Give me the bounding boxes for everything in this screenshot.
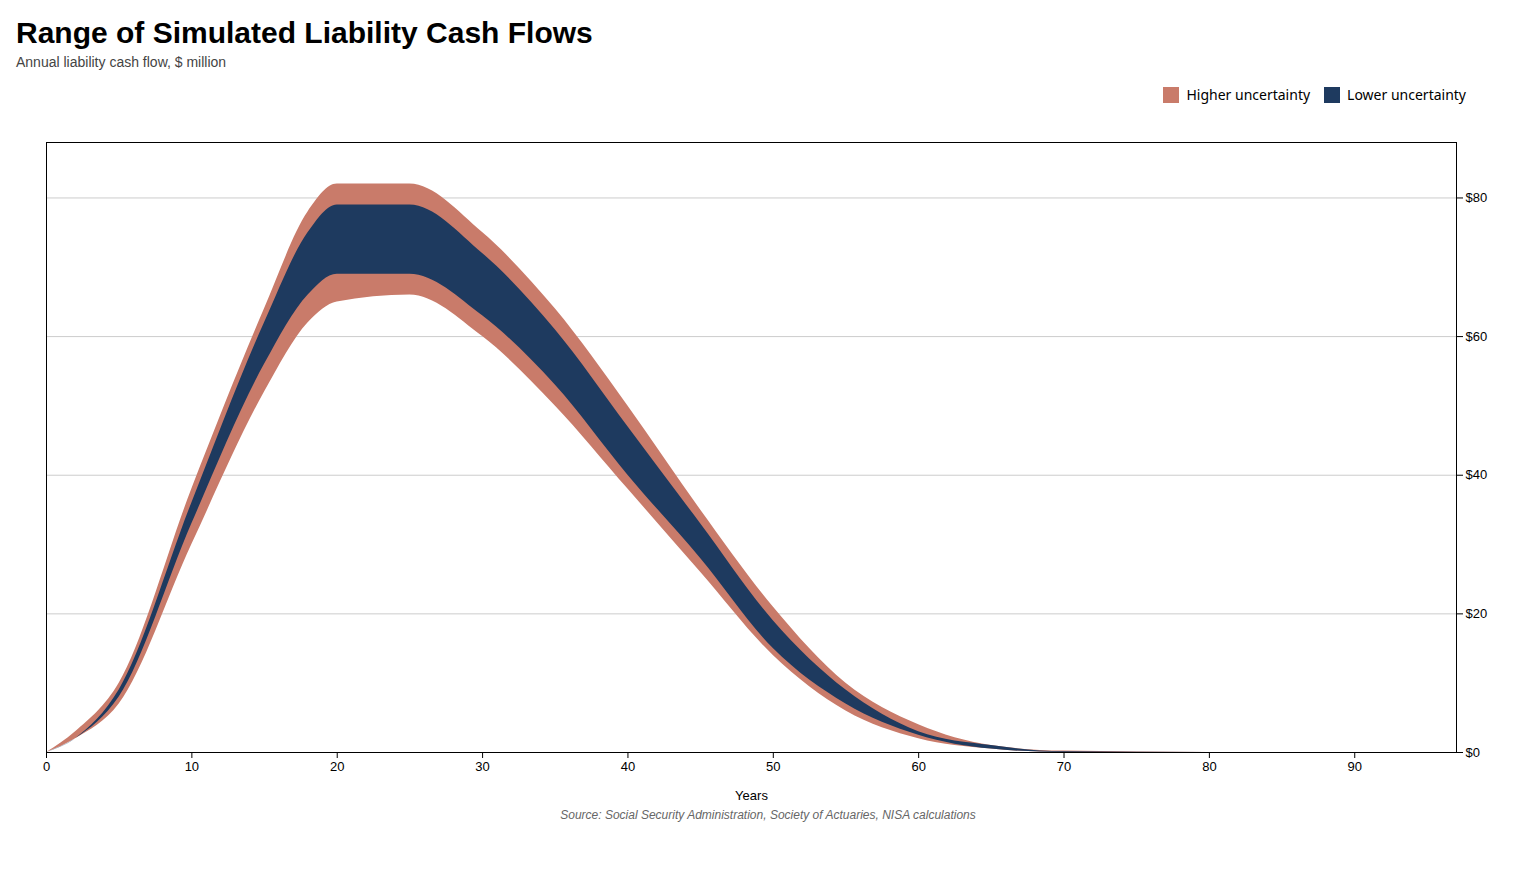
html-text:Range of Simulated Liability C: Range of Simulated Liability Cash Flows: [16, 16, 593, 49]
svg-text:0: 0: [43, 759, 50, 774]
svg-text:20: 20: [330, 759, 344, 774]
svg-text:$40: $40: [1466, 467, 1488, 482]
svg-text:70: 70: [1057, 759, 1071, 774]
svg-text:40: 40: [621, 759, 635, 774]
svg-text:$20: $20: [1466, 606, 1488, 621]
svg-text:$80: $80: [1466, 190, 1488, 205]
svg-text:$0: $0: [1466, 745, 1480, 760]
svg-text:90: 90: [1348, 759, 1362, 774]
html-text:Source: Social Security Admini: Source: Social Security Administration, …: [560, 808, 976, 822]
html-text:Higher uncertainty: Higher uncertainty: [1186, 85, 1311, 104]
svg-text:80: 80: [1202, 759, 1216, 774]
svg-text:$60: $60: [1466, 329, 1488, 344]
svg-text:30: 30: [475, 759, 489, 774]
svg-text:50: 50: [766, 759, 780, 774]
html-text:Lower uncertainty: Lower uncertainty: [1347, 85, 1466, 104]
svg-text:Years: Years: [735, 788, 768, 803]
html-text:Annual liability cash flow, $: Annual liability cash flow, $ million: [16, 54, 227, 70]
svg-text:60: 60: [911, 759, 925, 774]
svg-text:10: 10: [185, 759, 199, 774]
